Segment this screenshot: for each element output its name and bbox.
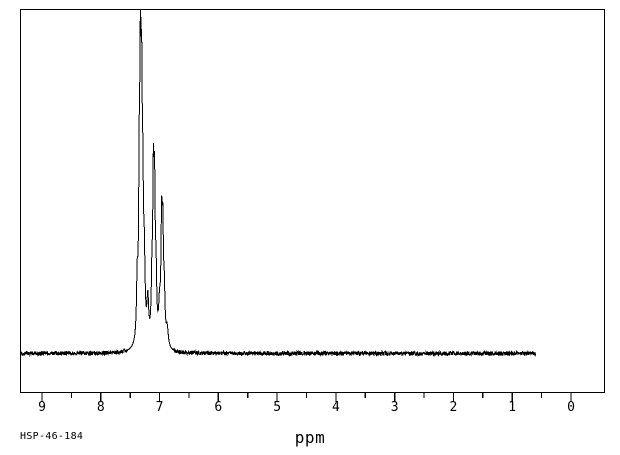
x-axis-tick-label: 1 [508,400,517,415]
spectrum-trace [20,9,537,358]
x-axis-tick-label: 6 [214,400,223,415]
x-axis-tick-label: 2 [449,400,458,415]
plot-frame [20,9,605,393]
x-axis-tick-label: 8 [96,400,105,415]
sample-id-label: HSP-46-184 [20,431,84,442]
x-axis-tick-label: 5 [273,400,282,415]
x-axis-tick-label: 3 [390,400,399,415]
x-axis-tick-label: 7 [155,400,164,415]
x-axis-tick-label: 0 [567,400,575,415]
x-axis-tick-label: 9 [38,400,46,415]
x-axis-title: ppm [294,428,326,447]
x-axis-tick-label: 4 [331,400,340,415]
spectrum-line [20,9,537,358]
x-axis [41,393,572,402]
